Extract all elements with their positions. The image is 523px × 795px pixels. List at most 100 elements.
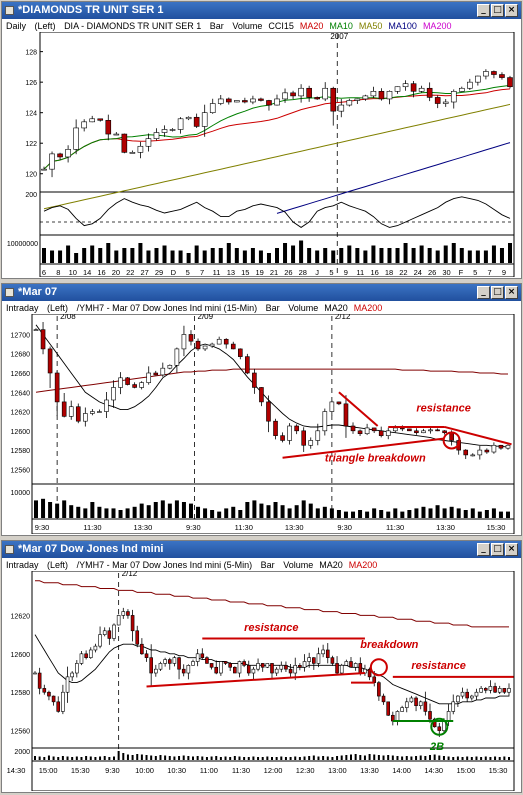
period-label: Daily [6,21,27,31]
volume-bar [117,751,120,760]
candle-5min [507,688,511,693]
candle-5min [339,665,344,674]
volume-bar [308,756,311,760]
daily-candle [65,149,71,158]
close-button[interactable]: × [505,543,518,556]
daily-candle [410,83,417,92]
volume-bar [419,245,424,263]
candle-5min [144,653,149,658]
minimize-button[interactable]: _ [477,4,490,17]
candle-15min [167,364,173,369]
x-tick-label: 11:30 [232,766,250,775]
indicator-legend: Volume MA20 MA200 [283,560,383,570]
x-tick-label: 9 [502,268,506,277]
volume-bar [186,253,191,263]
candle-15min [294,425,299,432]
volume-bar [224,508,229,518]
minimize-button[interactable]: _ [477,286,490,299]
close-button[interactable]: × [505,4,518,17]
candle-15min [195,340,201,350]
daily-candle [161,129,168,133]
volume-bar [429,755,431,760]
candle-5min [409,697,414,703]
volume-bar [280,505,285,518]
candle-5min [200,653,205,658]
minimize-button[interactable]: _ [477,543,490,556]
window-title: *DIAMONDS TR UNIT SER 1 [18,4,164,16]
candle-15min [343,403,349,427]
volume-bar [266,756,269,760]
dia-daily-chart[interactable]: 128 126 124 122 120 2007 200 10000000 6 8 10 14 16 20… [2,32,521,277]
volume-bar [456,756,459,760]
volume-bar [174,500,179,518]
daily-candle [434,97,441,104]
maximize-button[interactable]: □ [491,286,504,299]
ym-15min-chart[interactable]: 12700 12680 12660 12640 12620 12600 12580 12560… [2,314,521,534]
volume-bar [463,510,468,518]
window-titlebar[interactable]: *Mar 07 _ □ × [2,284,521,301]
x-tick-label: 29 [155,268,163,277]
volume-bar [66,756,69,760]
chart-type-label: Bar [209,21,224,31]
volume-bar [339,248,344,263]
volume-bar [275,757,278,760]
indicator-ma200: MA200 [348,560,378,570]
daily-candle [242,100,248,103]
volume-bar [168,756,171,760]
candle-5min [228,663,232,668]
candle-15min [273,420,278,436]
volume-bar [484,756,487,760]
volume-bar [459,248,464,263]
candle-15min [385,430,391,436]
daily-candle [314,97,320,100]
volume-bar [90,245,95,263]
candle-15min [287,425,292,441]
volume-bar [130,248,135,263]
close-button[interactable]: × [505,286,518,299]
maximize-button[interactable]: □ [491,543,504,556]
volume-bar [336,510,341,518]
candle-15min [491,444,497,453]
candle-15min [54,372,60,403]
volume-bar [80,757,83,760]
candle-5min [75,663,79,674]
price-tick-label: 12680 [11,352,31,359]
candle-5min [470,695,474,699]
price-tick-label: 12560 [11,467,31,474]
window-menu-icon[interactable] [5,6,14,15]
ym-5min-chart[interactable]: 12620 12600 12580 12560 2/12 resistance breakd… [2,571,521,791]
candle-5min [418,701,423,706]
daily-candle [193,116,200,127]
volume-bar [47,755,50,760]
indicator-ma100: MA100 [388,21,417,31]
volume-bar [238,510,243,518]
volume-bar [43,757,46,760]
volume-bar [58,250,63,263]
window-menu-icon[interactable] [5,288,14,297]
x-tick-label: 12:30 [296,766,315,775]
candle-5min [381,695,386,703]
volume-bar [336,756,339,760]
breakdown-circle [369,658,388,677]
candle-15min [188,334,194,342]
volume-bar [257,757,260,760]
volume-bar [365,511,370,518]
plot-frame [31,571,515,791]
chart-info-line: Daily (Left) DIA - DIAMONDS TR UNIT SER … [6,21,517,33]
window-titlebar[interactable]: *Mar 07 Dow Jones Ind mini _ □ × [2,541,521,558]
volume-bar [160,500,165,518]
volume-bar [435,505,440,518]
volume-bar [182,755,185,760]
volume-bar [438,755,441,760]
x-tick-label: 8 [56,268,60,277]
window-titlebar[interactable]: *DIAMONDS TR UNIT SER 1 _ □ × [2,2,521,19]
volume-bar [287,508,292,518]
volume-bar [76,506,81,518]
volume-bar [122,753,125,760]
volume-bar [323,248,328,263]
window-menu-icon[interactable] [5,545,14,554]
maximize-button[interactable]: □ [491,4,504,17]
volume-bar [315,508,320,518]
x-tick-label: 10:30 [167,766,186,775]
candle-5min [191,661,195,666]
